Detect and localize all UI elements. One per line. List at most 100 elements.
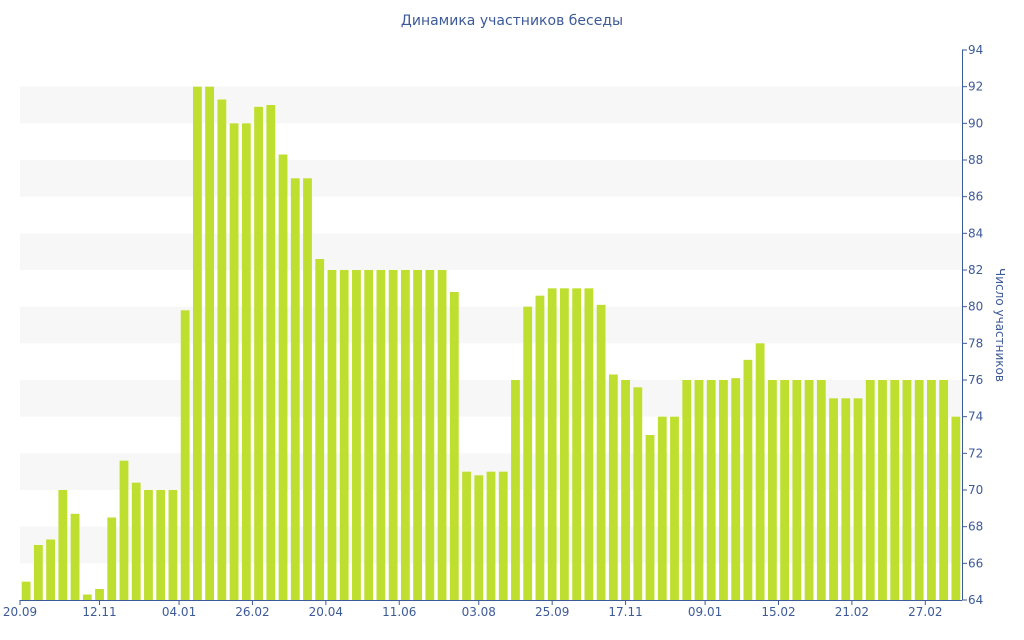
y-tick-label: 88 xyxy=(968,153,983,167)
x-tick-label: 21.02 xyxy=(835,605,869,619)
bar[interactable] xyxy=(376,270,386,600)
bar[interactable] xyxy=(388,270,398,600)
x-tick-label: 27.02 xyxy=(908,605,942,619)
y-tick-label: 68 xyxy=(968,520,983,534)
bar[interactable] xyxy=(95,589,104,600)
x-tick-label: 03.08 xyxy=(462,605,496,619)
bar[interactable] xyxy=(425,270,435,600)
bar[interactable] xyxy=(70,513,80,600)
bar[interactable] xyxy=(180,310,190,600)
bar[interactable] xyxy=(939,380,949,600)
bar[interactable] xyxy=(804,380,814,600)
bar[interactable] xyxy=(168,490,178,600)
bar[interactable] xyxy=(21,581,31,600)
axes xyxy=(20,50,963,601)
y-tick-label: 90 xyxy=(968,116,983,130)
bar[interactable] xyxy=(82,594,92,601)
bar[interactable] xyxy=(535,295,545,600)
bar[interactable] xyxy=(290,178,300,601)
grid-band xyxy=(20,160,962,197)
bar[interactable] xyxy=(927,380,936,600)
bar[interactable] xyxy=(853,398,863,600)
bar[interactable] xyxy=(890,380,900,600)
y-tick-label: 74 xyxy=(968,410,983,424)
bar[interactable] xyxy=(608,374,618,601)
bar[interactable] xyxy=(584,288,594,600)
bar[interactable] xyxy=(878,380,887,600)
bar[interactable] xyxy=(144,490,153,600)
bars xyxy=(21,86,961,601)
y-tick-label: 66 xyxy=(968,556,983,570)
bar[interactable] xyxy=(229,123,239,600)
bar[interactable] xyxy=(413,270,423,600)
bar[interactable] xyxy=(462,471,471,600)
bar[interactable] xyxy=(670,416,679,600)
bar[interactable] xyxy=(156,490,166,600)
bar[interactable] xyxy=(719,380,728,600)
bar[interactable] xyxy=(107,517,117,601)
bar[interactable] xyxy=(33,545,43,600)
bar[interactable] xyxy=(352,270,361,600)
bar[interactable] xyxy=(559,288,569,600)
bar[interactable] xyxy=(743,359,753,600)
x-tick-label: 17.11 xyxy=(608,605,642,619)
bar[interactable] xyxy=(523,306,533,600)
bar[interactable] xyxy=(816,380,826,600)
x-tick-label: 26.02 xyxy=(235,605,269,619)
bar[interactable] xyxy=(474,475,484,600)
y-tick-label: 80 xyxy=(968,300,983,314)
bar[interactable] xyxy=(841,398,851,600)
bar[interactable] xyxy=(131,482,141,600)
bar[interactable] xyxy=(449,292,459,600)
bar[interactable] xyxy=(119,460,129,600)
bar[interactable] xyxy=(633,387,643,600)
bar[interactable] xyxy=(829,398,838,600)
bar[interactable] xyxy=(621,380,630,600)
bar[interactable] xyxy=(58,490,68,600)
grid-band xyxy=(20,86,962,124)
bar[interactable] xyxy=(731,378,741,600)
bar[interactable] xyxy=(303,178,312,601)
bar[interactable] xyxy=(205,86,215,600)
bar[interactable] xyxy=(755,343,765,600)
bar[interactable] xyxy=(657,416,667,600)
grid-band xyxy=(20,306,962,344)
bar[interactable] xyxy=(682,380,692,600)
bar[interactable] xyxy=(254,106,263,600)
bar[interactable] xyxy=(596,304,606,600)
bar[interactable] xyxy=(315,259,325,600)
bar[interactable] xyxy=(266,105,276,600)
bar[interactable] xyxy=(902,380,912,600)
y-ticks: 64 66 68 70 72 74 76 78 80 82 84 86 88 90 92 94 xyxy=(962,43,983,607)
bar[interactable] xyxy=(192,86,202,600)
bar[interactable] xyxy=(645,435,655,600)
bar[interactable] xyxy=(278,154,288,601)
bar[interactable] xyxy=(46,539,55,601)
bar[interactable] xyxy=(486,471,496,600)
bar[interactable] xyxy=(780,380,790,600)
bar[interactable] xyxy=(951,416,961,600)
bar[interactable] xyxy=(914,380,924,600)
bar[interactable] xyxy=(767,380,777,600)
bar[interactable] xyxy=(339,270,349,600)
bar[interactable] xyxy=(498,471,508,600)
bar[interactable] xyxy=(547,288,557,600)
bar[interactable] xyxy=(327,270,337,600)
bar[interactable] xyxy=(706,380,716,600)
bar[interactable] xyxy=(400,270,410,600)
y-axis-title: Число участников xyxy=(993,268,1007,382)
x-tick-label: 25.09 xyxy=(535,605,569,619)
bar[interactable] xyxy=(792,380,802,600)
bar[interactable] xyxy=(437,270,447,600)
y-tick-label: 70 xyxy=(968,483,983,497)
bar[interactable] xyxy=(511,380,520,600)
x-tick-label: 09.01 xyxy=(688,605,722,619)
bar[interactable] xyxy=(364,270,374,600)
bar[interactable] xyxy=(572,288,582,600)
bar[interactable] xyxy=(865,380,875,600)
bar[interactable] xyxy=(217,99,227,601)
bar[interactable] xyxy=(694,380,704,600)
bar[interactable] xyxy=(241,123,251,600)
chart-title: Динамика участников беседы xyxy=(400,13,624,29)
